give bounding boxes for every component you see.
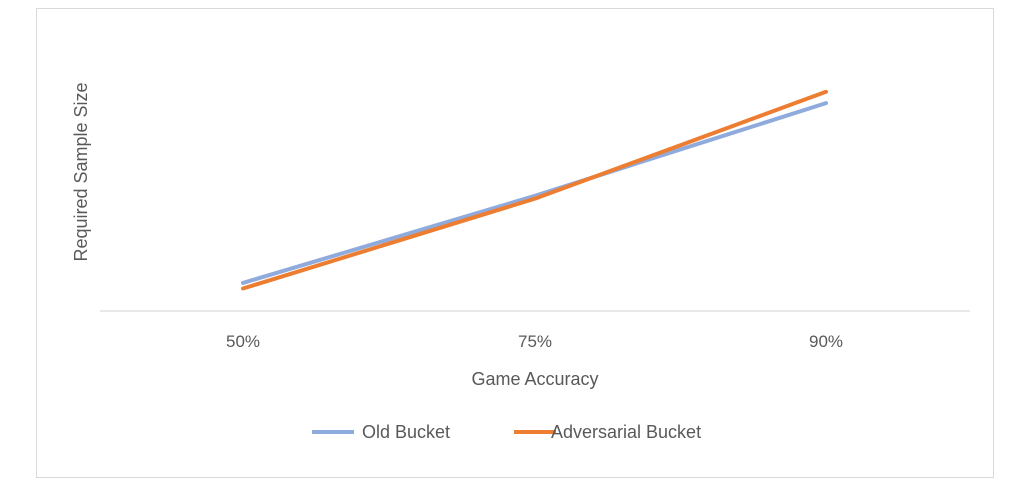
y-axis-title: Required Sample Size <box>71 82 91 261</box>
x-tick-label: 75% <box>518 332 552 351</box>
x-tick-label: 50% <box>226 332 260 351</box>
x-tick-labels: 50% 75% 90% <box>226 332 843 351</box>
series-line-1 <box>241 101 828 285</box>
chart-frame <box>36 8 994 478</box>
legend-label-1: Old Bucket <box>362 422 450 442</box>
x-tick-label: 90% <box>809 332 843 351</box>
legend: Old Bucket Adversarial Bucket <box>312 422 701 442</box>
series-line-2 <box>241 89 828 291</box>
legend-label-2: Adversarial Bucket <box>551 422 701 442</box>
series-layer <box>241 89 828 291</box>
x-axis-title: Game Accuracy <box>471 369 598 389</box>
